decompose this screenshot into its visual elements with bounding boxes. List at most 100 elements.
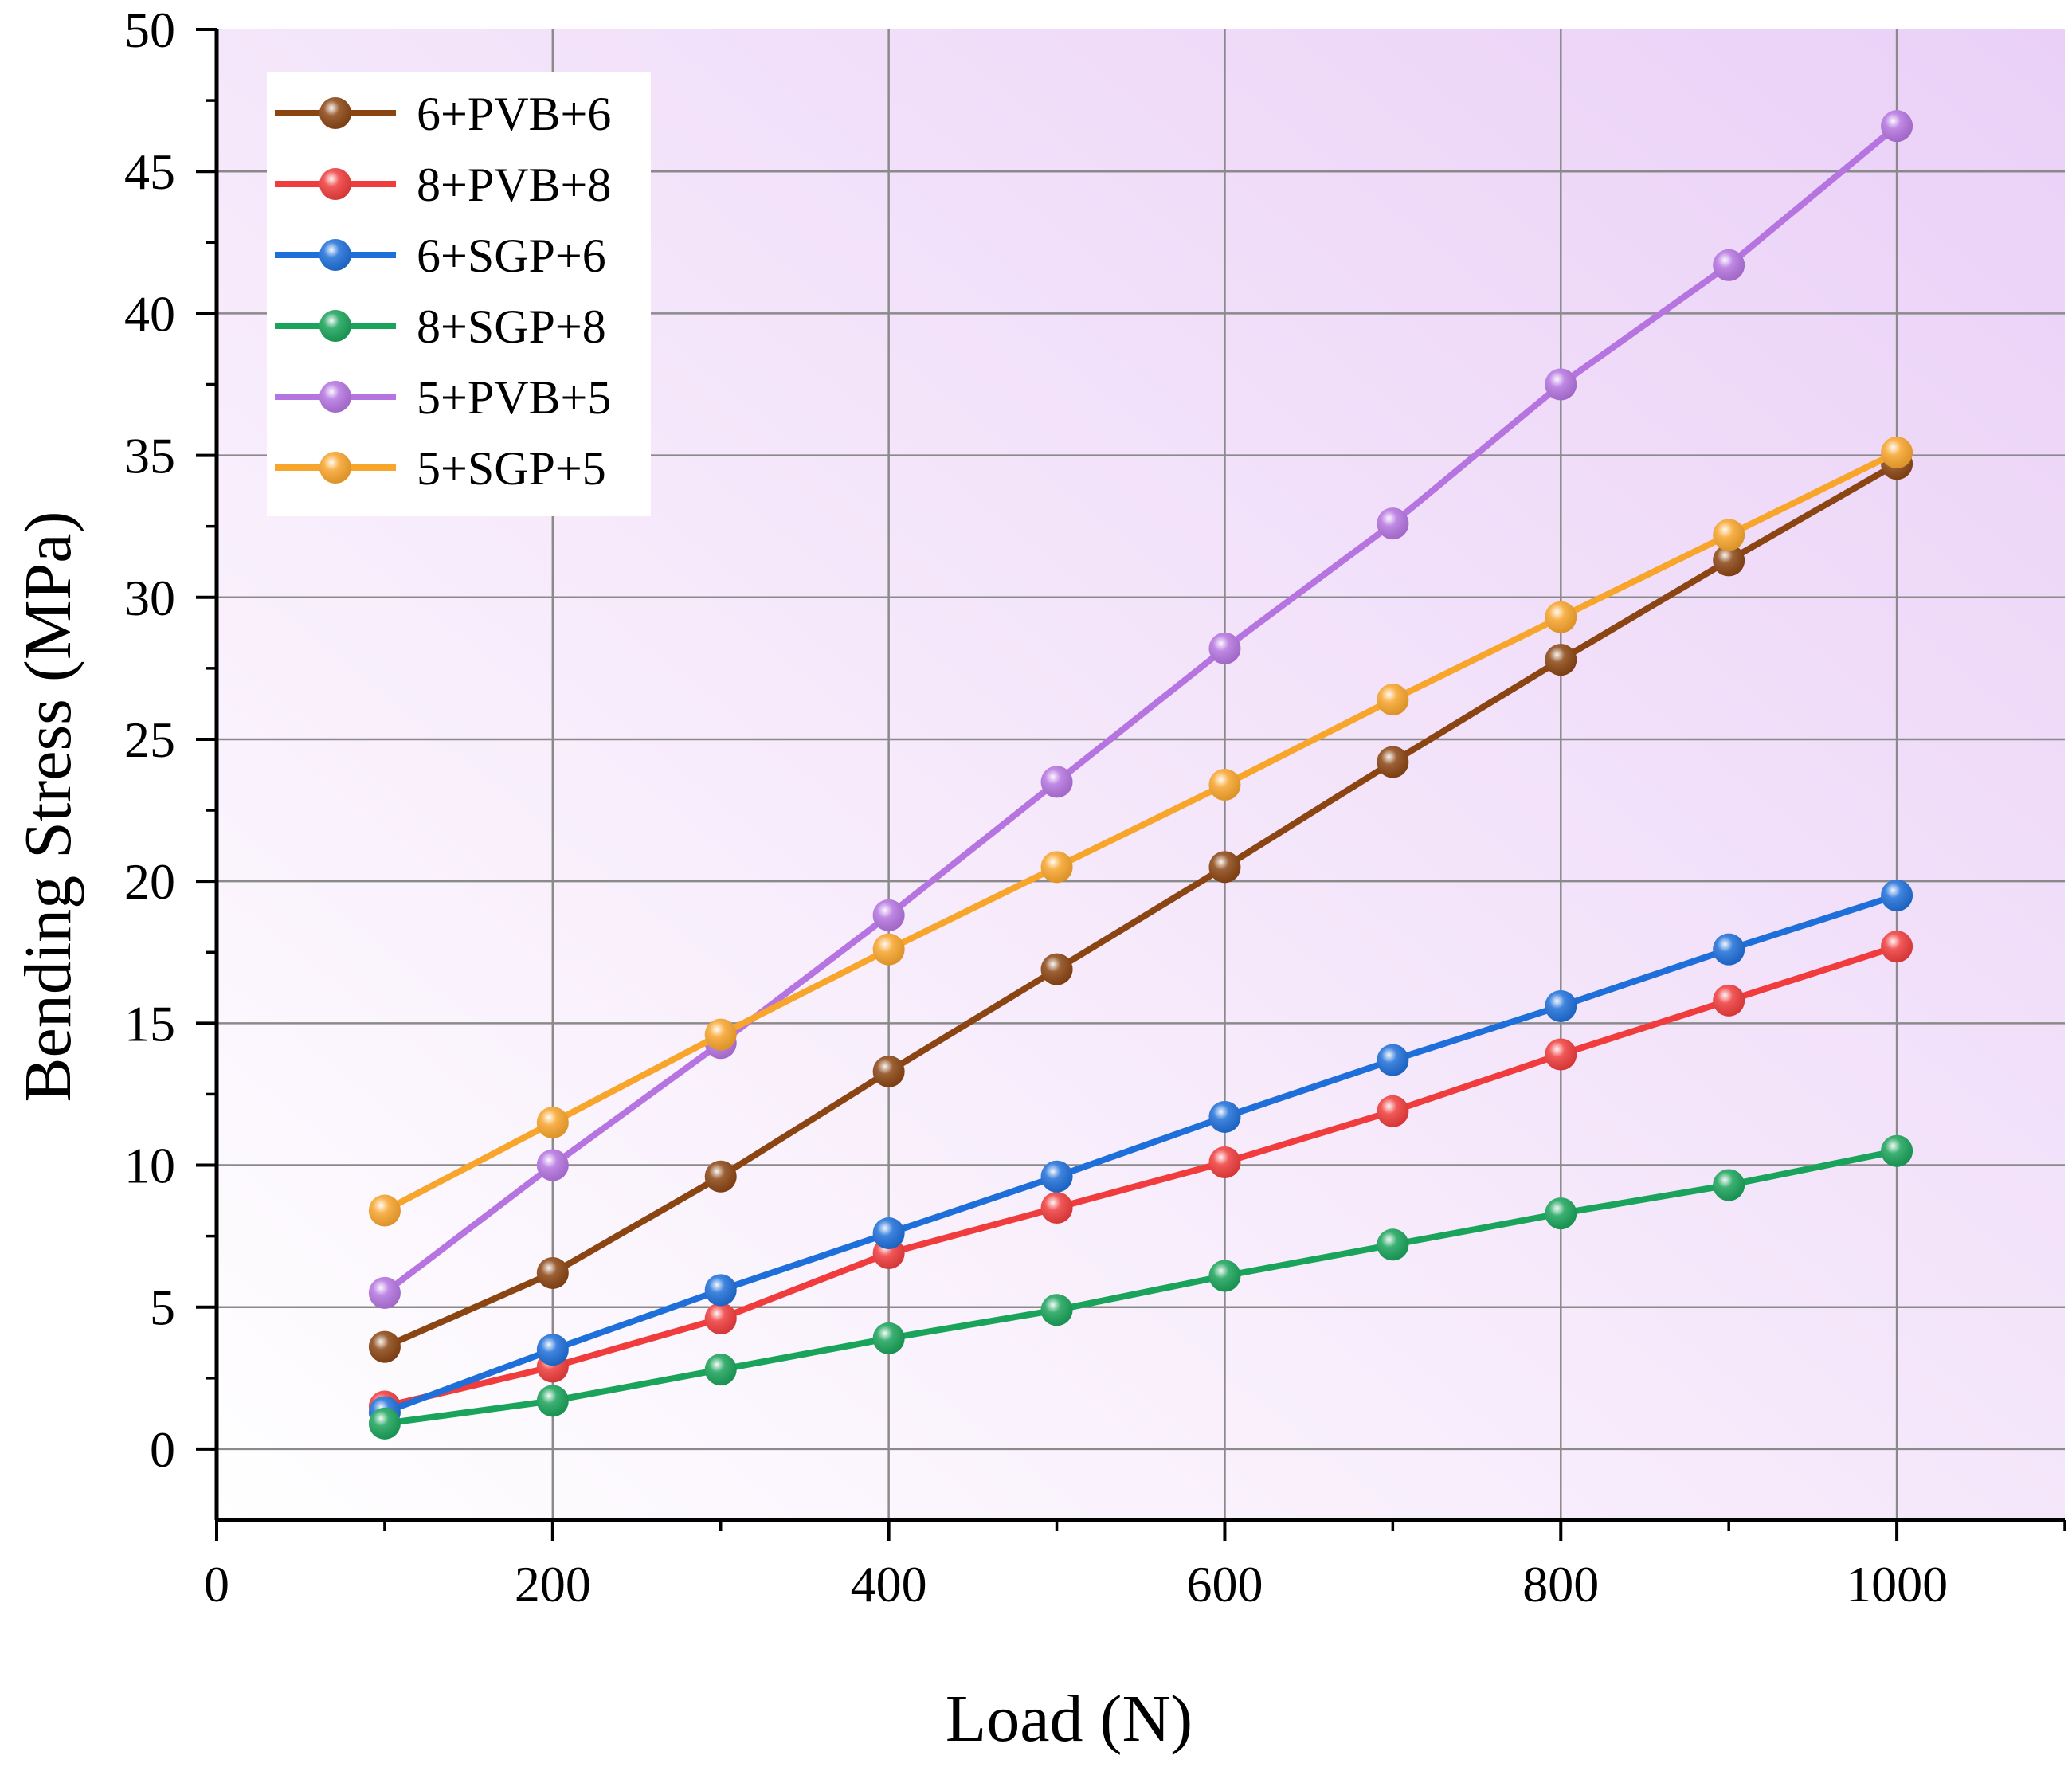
legend-item: 5+SGP+5	[275, 442, 606, 495]
legend-label: 8+PVB+8	[417, 159, 611, 211]
x-tick-label: 200	[515, 1556, 591, 1612]
data-point-shine	[1040, 1191, 1073, 1224]
series-8+SGP+8	[368, 1134, 1913, 1440]
y-tick-label: 50	[124, 2, 175, 58]
data-point-shine	[368, 1330, 401, 1363]
data-point-shine	[1040, 1160, 1073, 1193]
legend-label: 5+PVB+5	[417, 371, 611, 424]
data-point-shine	[1881, 437, 1913, 469]
data-point-shine	[1713, 984, 1745, 1017]
data-point-shine	[1713, 544, 1745, 577]
y-tick-label: 35	[124, 428, 175, 484]
legend-item: 5+PVB+5	[275, 371, 611, 424]
data-point-shine	[704, 1160, 737, 1193]
data-point-shine	[1377, 746, 1409, 778]
y-tick-label: 40	[124, 285, 175, 342]
data-point-shine	[872, 899, 905, 931]
data-point-shine	[368, 1276, 401, 1309]
series-line	[383, 449, 1898, 1214]
legend-label: 6+SGP+6	[417, 229, 606, 282]
y-tick-label: 15	[124, 995, 175, 1052]
legend-label: 5+SGP+5	[417, 442, 606, 495]
x-tick-label: 600	[1186, 1556, 1263, 1612]
data-point-shine	[1208, 1146, 1241, 1178]
data-point-shine	[1208, 1260, 1241, 1292]
series-line	[384, 1147, 1898, 1427]
legend-marker-shine	[319, 310, 351, 342]
legend-marker-shine	[319, 239, 351, 271]
data-point-shine	[1713, 519, 1745, 551]
data-point-shine	[536, 1149, 569, 1181]
data-point-shine	[368, 1194, 401, 1227]
y-tick-label: 10	[124, 1138, 175, 1194]
legend-marker-shine	[319, 168, 351, 200]
data-point-shine	[1713, 933, 1745, 966]
x-tick-label: 400	[851, 1556, 927, 1612]
data-point-shine	[1545, 601, 1577, 633]
y-axis-title: Bending Stress (MPa)	[11, 511, 85, 1103]
y-tick-label: 0	[150, 1421, 175, 1478]
legend-item: 8+SGP+8	[275, 300, 606, 353]
data-point-shine	[1545, 1197, 1577, 1230]
data-point-shine	[704, 1302, 737, 1334]
data-point-shine	[1377, 1228, 1409, 1261]
data-point-shine	[872, 933, 905, 966]
y-tick-label: 20	[124, 853, 175, 910]
data-point-shine	[536, 1256, 569, 1289]
series-5+SGP+5	[368, 437, 1913, 1227]
data-point-shine	[872, 1322, 905, 1354]
y-tick-label: 45	[124, 143, 175, 200]
series-line	[383, 892, 1898, 1416]
data-point-shine	[872, 1055, 905, 1087]
data-point-shine	[1208, 632, 1241, 664]
x-tick-label: 0	[204, 1556, 229, 1612]
series-line	[383, 943, 1898, 1410]
legend-box	[267, 72, 651, 516]
y-tick-label: 30	[124, 570, 175, 626]
x-tick-label: 1000	[1846, 1556, 1948, 1612]
data-point-shine	[536, 1385, 569, 1417]
data-point-shine	[1040, 851, 1073, 884]
legend-item: 6+SGP+6	[275, 229, 606, 282]
x-tick-label: 800	[1522, 1556, 1599, 1612]
data-point-shine	[1208, 851, 1241, 884]
legend-item: 8+PVB+8	[275, 159, 611, 211]
legend-marker-shine	[319, 452, 351, 484]
legend-label: 8+SGP+8	[417, 300, 606, 353]
legend-item: 6+PVB+6	[275, 88, 611, 140]
data-point-shine	[1040, 953, 1073, 985]
data-point-shine	[1545, 1038, 1577, 1071]
data-point-shine	[1377, 1095, 1409, 1127]
data-point-shine	[704, 1274, 737, 1307]
data-point-shine	[1545, 644, 1577, 676]
legend-label: 6+PVB+6	[417, 88, 611, 140]
x-axis-title: Load (N)	[946, 1682, 1193, 1756]
data-point-shine	[1377, 1044, 1409, 1076]
data-point-shine	[1881, 879, 1913, 911]
data-point-shine	[1208, 1100, 1241, 1133]
data-point-shine	[368, 1407, 401, 1440]
data-point-shine	[1881, 1134, 1913, 1167]
data-point-shine	[536, 1107, 569, 1139]
data-point-shine	[704, 1018, 737, 1051]
data-point-shine	[1545, 368, 1577, 401]
legend-marker-shine	[319, 97, 351, 129]
data-point-shine	[872, 1217, 905, 1250]
series-line	[383, 460, 1899, 1350]
data-point-shine	[1545, 989, 1577, 1022]
y-tick-label: 5	[150, 1279, 175, 1336]
data-point-shine	[1713, 1169, 1745, 1201]
data-point-shine	[1040, 1294, 1073, 1326]
data-point-shine	[704, 1354, 737, 1386]
series-6+SGP+6	[368, 879, 1913, 1428]
data-point-shine	[1040, 766, 1073, 798]
data-point-shine	[1208, 768, 1241, 801]
data-point-shine	[1881, 931, 1913, 963]
series-8+PVB+8	[368, 931, 1913, 1423]
legend-marker-shine	[319, 381, 351, 413]
y-tick-label: 25	[124, 711, 175, 768]
data-point-shine	[536, 1334, 569, 1366]
series-line	[382, 123, 1899, 1296]
